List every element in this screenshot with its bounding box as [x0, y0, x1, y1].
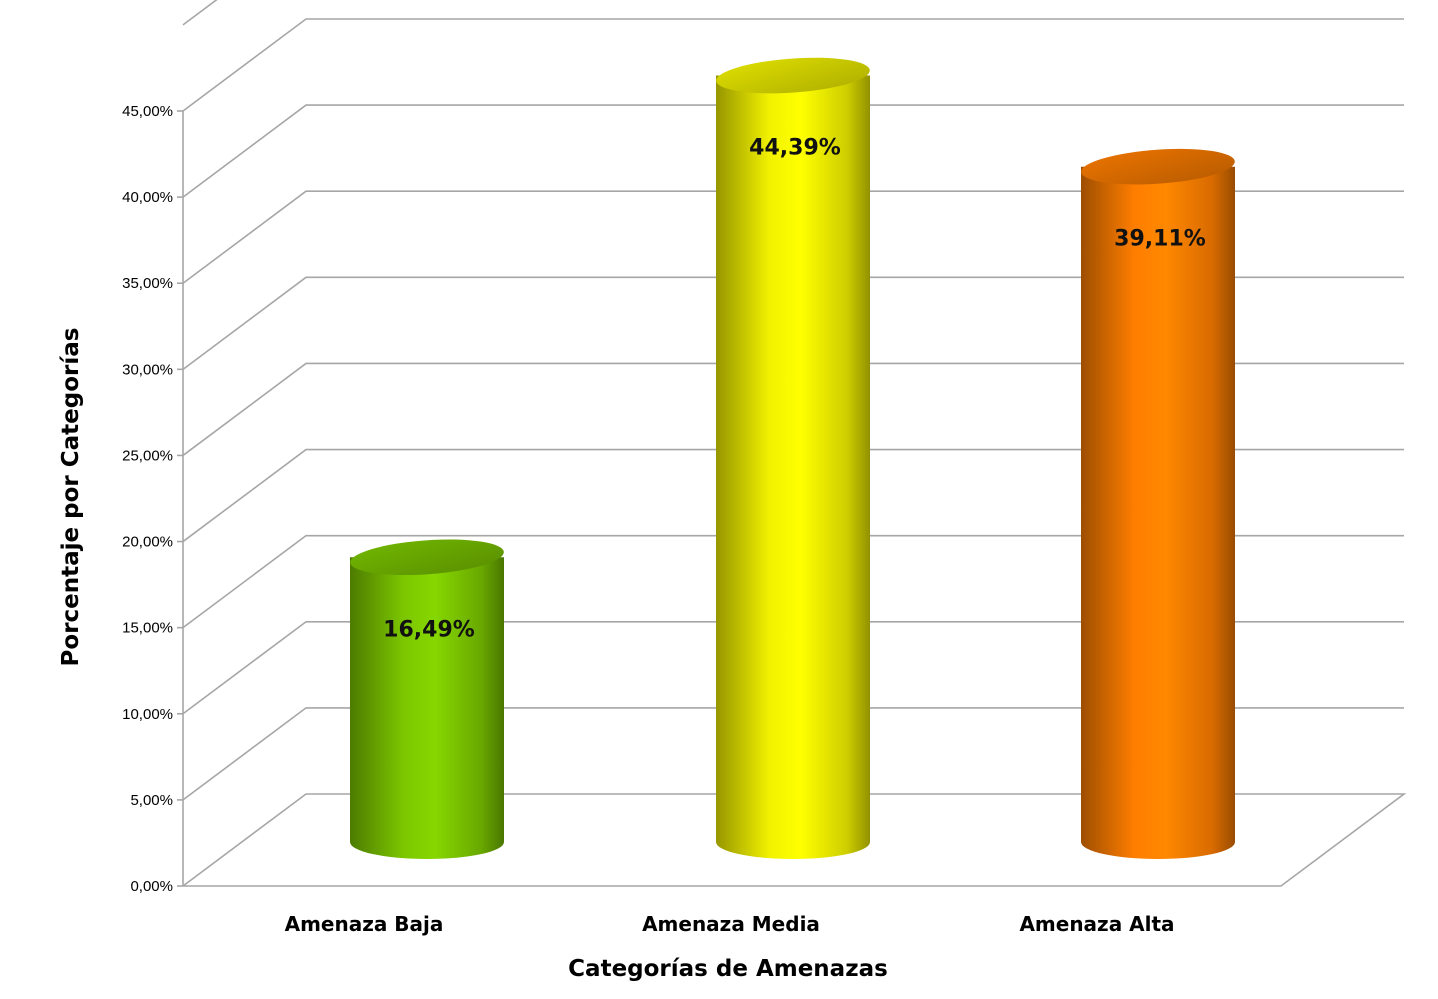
x-category-label: Amenaza Baja [285, 912, 444, 936]
gridline [182, 707, 1404, 801]
gridline [182, 534, 1404, 629]
x-axis-title: Categorías de Amenazas [568, 956, 888, 982]
bar-top [1081, 148, 1235, 185]
x-category-label: Amenaza Media [642, 912, 820, 936]
bar: 44,39% [716, 57, 870, 860]
data-label: 16,49% [383, 617, 475, 642]
gridline [182, 190, 1404, 284]
bar: 16,49% [350, 539, 504, 859]
y-tick-label: 5,00% [130, 792, 173, 809]
bar-top [716, 57, 870, 94]
floor-outline [182, 793, 1407, 887]
gridline [182, 104, 1404, 198]
chart-walls [182, 111, 1407, 887]
data-label: 39,11% [1114, 227, 1206, 252]
data-label: 44,39% [749, 136, 841, 161]
y-tick-label: 45,00% [122, 103, 173, 120]
gridline [182, 620, 1404, 715]
gridlines [182, 0, 1404, 801]
gridline [182, 18, 1404, 112]
bars: 16,49% 44,39% 39,11% [350, 57, 1235, 860]
y-axis-ticks: 0,00% 5,00% 10,00% 15,00% 20,00% 25,00% 30,00%… [122, 103, 183, 895]
y-tick-label: 15,00% [122, 620, 173, 637]
y-tick-label: 0,00% [130, 878, 173, 895]
gridline [182, 448, 1404, 543]
y-tick-label: 20,00% [122, 534, 173, 551]
x-axis-categories: Amenaza Baja Amenaza Media Amenaza Alta [285, 912, 1175, 936]
bar-body [716, 75, 870, 860]
y-tick-label: 10,00% [122, 706, 173, 723]
bar-top [350, 539, 504, 576]
y-tick-label: 35,00% [122, 275, 173, 292]
gridline [182, 0, 218, 26]
x-category-label: Amenaza Alta [1019, 912, 1174, 936]
y-tick-label: 25,00% [122, 447, 173, 464]
y-tick-label: 30,00% [122, 361, 173, 378]
y-tick-label: 40,00% [122, 189, 173, 206]
gridline [182, 276, 1404, 370]
y-axis-title: Porcentaje por Categorías [58, 328, 84, 667]
bar: 39,11% [1081, 148, 1235, 859]
gridline [182, 362, 1404, 457]
bar-body [350, 557, 504, 859]
bar-body [1081, 166, 1235, 859]
